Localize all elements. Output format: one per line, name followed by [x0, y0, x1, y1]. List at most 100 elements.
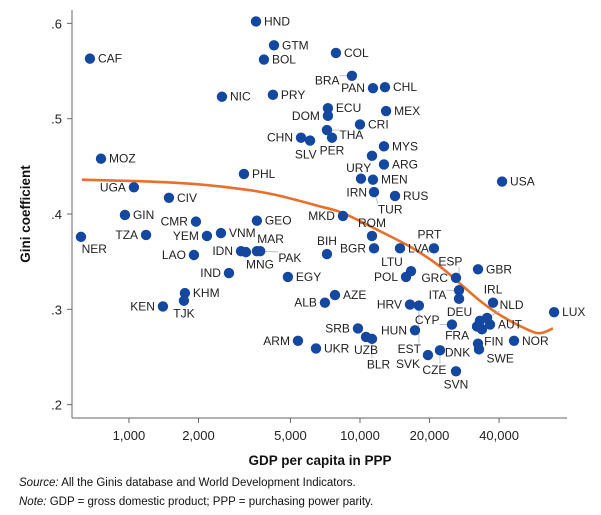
y-tick-label: .6	[51, 16, 62, 31]
point-marker-bol	[258, 54, 270, 65]
x-tick-label: 2,000	[182, 428, 215, 443]
y-tick-label: .4	[51, 207, 62, 222]
point-label: USA	[510, 175, 535, 189]
point-label: ITA	[429, 288, 447, 302]
point-label: MEX	[394, 104, 420, 118]
point-label: ALB	[294, 296, 317, 310]
point-label: GIN	[133, 208, 154, 222]
point-marker-uga	[128, 182, 140, 193]
point-label: LAO	[162, 248, 186, 262]
point-marker-mng	[240, 246, 252, 258]
note-text: GDP = gross domestic product; PPP = purc…	[47, 496, 374, 508]
point-marker-lux	[548, 306, 560, 318]
point-label: THA	[339, 128, 363, 142]
point-marker-bra	[346, 70, 358, 81]
point-label: BRA	[315, 74, 340, 88]
point-label: URY	[346, 161, 371, 175]
point-marker-tza	[140, 229, 152, 241]
point-label: DOM	[292, 109, 320, 123]
point-marker-est	[413, 300, 425, 311]
point-label: SRB	[325, 321, 350, 335]
point-marker-cri	[354, 119, 366, 130]
point-marker-ken	[157, 301, 169, 312]
point-label: BGR	[340, 241, 366, 255]
point-label: PRY	[281, 88, 305, 102]
fitted-curve	[81, 178, 554, 335]
point-label: GRC	[421, 271, 448, 285]
point-marker-svk	[422, 349, 434, 361]
y-tick-label: .3	[51, 302, 62, 317]
point-marker-per	[326, 132, 338, 143]
point-marker-srb	[352, 323, 364, 334]
point-label: UGA	[100, 180, 126, 194]
point-label: UKR	[324, 341, 350, 355]
point-label: HUN	[381, 323, 407, 337]
point-marker-pry	[267, 89, 279, 101]
point-label: GTM	[282, 38, 309, 52]
point-label: TUR	[378, 202, 403, 216]
point-label: CIV	[177, 191, 197, 205]
point-marker-dom	[322, 110, 334, 122]
point-marker-gbr	[472, 264, 484, 275]
point-label: COL	[344, 46, 369, 60]
y-tick-label: .5	[51, 112, 62, 127]
x-tick-label: 40,000	[479, 428, 519, 443]
point-marker-chn	[295, 132, 307, 143]
point-label: YEM	[173, 229, 199, 243]
point-marker-grc	[450, 272, 462, 284]
x-tick-label: 1,000	[113, 428, 146, 443]
point-marker-fin	[476, 324, 488, 335]
point-label: CYP	[415, 313, 440, 327]
point-label: IDN	[212, 244, 233, 258]
point-label: GEO	[265, 214, 292, 228]
point-label: PER	[320, 144, 345, 158]
point-marker-pan	[367, 82, 379, 94]
point-marker-khm	[179, 287, 191, 299]
point-label: IND	[200, 266, 221, 280]
point-label: CRI	[368, 117, 389, 131]
point-label: PAN	[341, 81, 365, 95]
point-label: MNG	[246, 257, 274, 271]
point-marker-lao	[188, 249, 200, 261]
point-label: SVK	[396, 357, 420, 371]
x-tick-label: 10,000	[340, 428, 380, 443]
point-label: AZE	[343, 288, 366, 302]
point-label: BLR	[367, 357, 391, 371]
point-marker-aze	[329, 289, 341, 301]
point-marker-ita	[453, 285, 465, 296]
point-label: VNM	[229, 226, 256, 240]
point-marker-prt	[428, 243, 440, 254]
point-marker-rom	[366, 230, 378, 242]
point-label: CZE	[422, 363, 446, 377]
point-marker-lva	[394, 243, 406, 254]
point-label: DNK	[445, 346, 470, 360]
note-prefix: Note:	[19, 496, 47, 508]
point-marker-ecu	[322, 102, 334, 114]
point-marker-cmr	[190, 216, 202, 227]
point-marker-mys	[378, 141, 390, 152]
point-label: HRV	[377, 298, 402, 312]
x-tick-label: 20,000	[410, 428, 450, 443]
point-marker-cyp	[446, 319, 458, 330]
point-label: CAF	[98, 52, 122, 66]
point-label: FRA	[445, 328, 469, 342]
point-label: KEN	[130, 299, 155, 313]
point-marker-gin	[119, 209, 131, 221]
source-note: Source: All the Ginis database and World…	[19, 477, 356, 489]
point-label: IRN	[346, 186, 367, 200]
point-label: BOL	[272, 53, 296, 67]
point-marker-cze	[434, 345, 446, 356]
point-label: NLD	[500, 298, 524, 312]
point-label: SVN	[444, 377, 469, 391]
point-label: EGY	[296, 270, 321, 284]
point-label: EST	[398, 342, 422, 356]
point-label: DEU	[447, 305, 472, 319]
point-label: PHL	[252, 167, 276, 181]
y-tick-label: .2	[51, 398, 62, 413]
point-marker-hun	[409, 325, 421, 336]
point-label: ARM	[263, 334, 290, 348]
point-marker-hnd	[250, 16, 262, 27]
point-marker-bgr	[368, 243, 380, 254]
point-label: GBR	[486, 262, 512, 276]
point-label: SWE	[487, 351, 514, 365]
